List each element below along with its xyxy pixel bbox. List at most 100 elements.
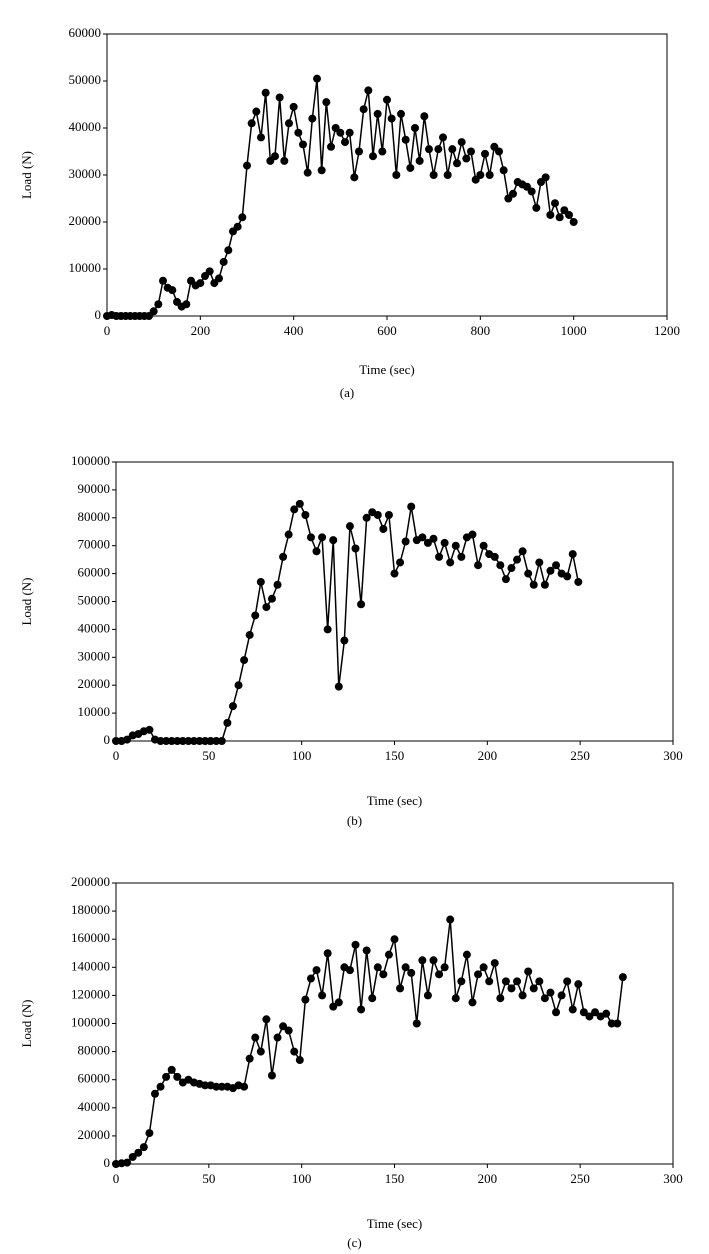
data-point <box>563 977 572 986</box>
y-tick-label: 90000 <box>78 481 111 496</box>
data-point <box>284 530 293 539</box>
data-point <box>613 1019 622 1028</box>
data-point <box>529 984 538 993</box>
data-point <box>329 1002 338 1011</box>
data-point <box>340 636 349 645</box>
x-axis-label: Time (sec) <box>367 1216 423 1231</box>
data-point <box>301 995 310 1004</box>
data-point <box>294 128 303 137</box>
data-point <box>279 552 288 561</box>
data-point <box>299 140 307 149</box>
data-point <box>401 963 410 972</box>
data-point <box>240 1082 249 1091</box>
data-point <box>439 133 447 142</box>
x-tick-label: 200 <box>478 748 498 763</box>
data-point <box>607 1019 616 1028</box>
data-point <box>435 552 444 561</box>
data-point <box>390 935 399 944</box>
data-point <box>162 1072 171 1081</box>
y-tick-label: 80000 <box>78 509 111 524</box>
y-tick-label: 10000 <box>78 704 111 719</box>
data-point <box>457 977 466 986</box>
data-point <box>308 114 317 123</box>
data-point <box>368 994 377 1003</box>
data-point <box>496 561 505 570</box>
data-point <box>507 984 516 993</box>
data-point <box>518 991 527 1000</box>
data-point <box>555 213 564 222</box>
data-point <box>359 105 368 114</box>
data-point <box>412 1019 421 1028</box>
data-point <box>301 511 310 520</box>
data-point <box>499 166 508 175</box>
data-point <box>379 524 388 533</box>
data-point <box>178 737 187 745</box>
x-tick-label: 0 <box>113 1171 120 1186</box>
data-point <box>295 499 304 508</box>
data-point <box>551 199 559 208</box>
data-point <box>312 966 321 975</box>
data-point <box>429 534 438 543</box>
data-point <box>485 171 494 179</box>
data-point <box>457 552 466 561</box>
plot-frame <box>115 882 674 1165</box>
data-point <box>323 949 332 958</box>
data-point <box>434 145 443 154</box>
y-tick-label: 200000 <box>71 874 110 889</box>
x-tick-label: 100 <box>292 748 312 763</box>
data-point <box>228 702 237 711</box>
data-point <box>345 128 354 137</box>
data-point <box>396 984 405 993</box>
data-point <box>289 102 298 111</box>
data-point <box>479 963 488 972</box>
data-point <box>173 1072 182 1081</box>
data-point <box>418 956 427 965</box>
data-point <box>290 505 299 514</box>
data-point <box>574 577 583 586</box>
data-point <box>139 1143 148 1152</box>
data-point <box>373 109 382 118</box>
data-point <box>397 109 405 118</box>
y-tick-label: 0 <box>95 307 102 322</box>
data-point <box>479 541 488 550</box>
data-point <box>196 279 205 288</box>
x-tick-label: 200 <box>478 1171 498 1186</box>
data-point <box>446 915 455 924</box>
caption: (a) <box>340 385 354 400</box>
data-point <box>602 1009 611 1018</box>
data-point <box>407 968 416 977</box>
data-point <box>423 538 432 547</box>
data-point <box>285 119 293 128</box>
data-point <box>267 594 276 603</box>
data-point <box>159 276 167 285</box>
y-axis-label: Load (N) <box>19 151 34 199</box>
plot-frame <box>106 33 668 317</box>
data-point <box>574 980 583 989</box>
data-point <box>501 575 510 584</box>
data-point <box>275 93 284 102</box>
data-point <box>329 536 338 545</box>
data-point <box>507 564 516 573</box>
data-point <box>406 163 415 172</box>
series-line <box>116 502 580 742</box>
data-point <box>251 1033 260 1042</box>
data-point <box>279 1022 288 1031</box>
series-line <box>106 78 575 317</box>
data-point <box>579 1008 588 1017</box>
x-axis-label: Time (sec) <box>359 362 415 377</box>
data-point <box>485 977 494 986</box>
data-point <box>378 147 387 156</box>
data-point <box>387 114 396 123</box>
data-point <box>318 991 327 1000</box>
data-point <box>552 1008 561 1017</box>
data-point <box>273 1033 282 1042</box>
y-tick-label: 60000 <box>78 1071 111 1086</box>
data-point <box>390 569 399 578</box>
x-tick-label: 150 <box>385 1171 405 1186</box>
data-point <box>535 977 544 986</box>
data-point <box>251 611 260 620</box>
data-point <box>501 977 510 986</box>
data-point <box>407 502 416 511</box>
data-point <box>154 300 163 309</box>
data-point <box>425 145 433 154</box>
